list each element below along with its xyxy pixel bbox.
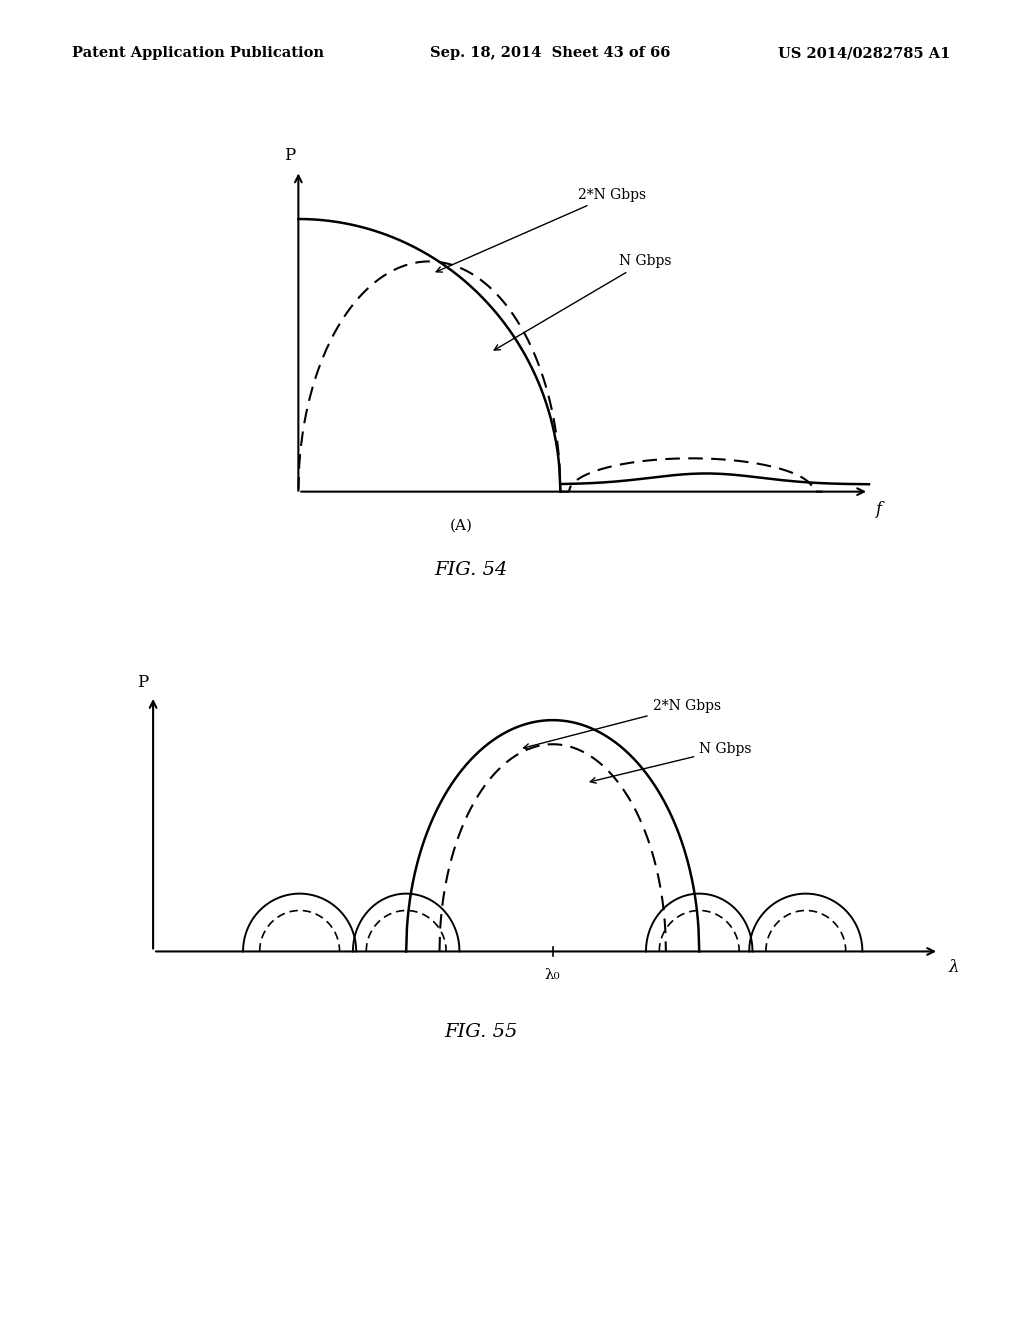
Text: λ: λ: [949, 958, 959, 975]
Text: FIG. 54: FIG. 54: [434, 561, 508, 579]
Text: f: f: [874, 500, 881, 517]
Text: λ₀: λ₀: [545, 969, 560, 982]
Text: 2*N Gbps: 2*N Gbps: [523, 698, 721, 750]
Text: (A): (A): [450, 519, 473, 533]
Text: Sep. 18, 2014  Sheet 43 of 66: Sep. 18, 2014 Sheet 43 of 66: [430, 46, 671, 61]
Text: Patent Application Publication: Patent Application Publication: [72, 46, 324, 61]
Text: N Gbps: N Gbps: [495, 255, 671, 350]
Text: P: P: [284, 148, 295, 165]
Text: FIG. 55: FIG. 55: [444, 1023, 518, 1041]
Text: 2*N Gbps: 2*N Gbps: [436, 187, 646, 272]
Text: N Gbps: N Gbps: [590, 742, 752, 783]
Text: P: P: [137, 675, 148, 692]
Text: US 2014/0282785 A1: US 2014/0282785 A1: [778, 46, 950, 61]
